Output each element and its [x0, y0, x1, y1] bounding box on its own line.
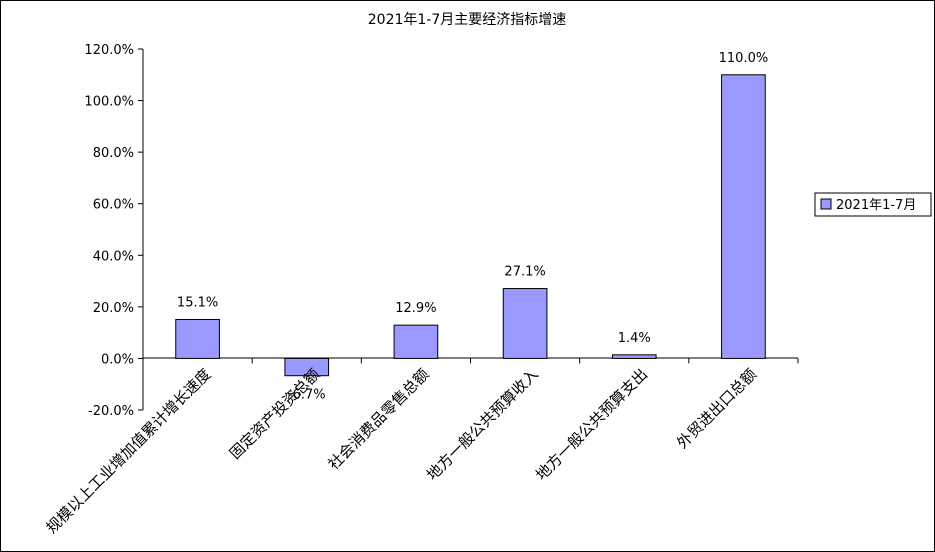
data-labels: 15.1% -6.7% 12.9% 27.1% 1.4% 110.0% — [177, 51, 768, 403]
bar — [611, 354, 657, 359]
x-tick-labels: 规模以上工业增加值累计增长速度 固定资产投资总额 社会消费品零售总额地方一般公共预算… — [43, 365, 761, 537]
data-label: 15.1% — [177, 295, 218, 310]
y-tick-label: 20.0% — [93, 301, 134, 316]
x-tick-label: 固定资产投资总额 — [226, 365, 324, 463]
y-tick-label: 60.0% — [93, 198, 134, 213]
bar — [175, 318, 220, 359]
x-tick-label: 外贸进出口总额 — [673, 365, 760, 452]
x-tick-label: 地方一般公共预算收入 — [423, 365, 542, 484]
bar — [721, 74, 766, 359]
legend-box — [814, 192, 932, 217]
bars — [142, 74, 799, 377]
y-tick-label: 40.0% — [93, 249, 134, 264]
x-tick-label: 规模以上工业增加值累计增长速度 — [43, 365, 215, 537]
y-tick-label: 80.0% — [93, 146, 134, 161]
data-label: 27.1% — [504, 265, 545, 280]
data-label: 110.0% — [719, 51, 769, 66]
legend-label: 2021年1-7月 — [836, 198, 916, 213]
data-label: -6.7% — [288, 387, 326, 402]
y-tick-label: -20.0% — [88, 404, 134, 419]
legend-swatch — [820, 198, 832, 210]
y-tick-label: 100.0% — [84, 95, 134, 110]
bar — [502, 288, 548, 359]
y-ticks: 120.0% 100.0% 80.0% 60.0% 40.0% 20.0% 0.0% -20.… — [84, 43, 143, 419]
y-tick-label: 0.0% — [101, 352, 134, 367]
chart-title: 2021年1-7月主要经济指标增速 — [368, 12, 567, 28]
x-tick-label: 社会消费品零售总额 — [325, 365, 433, 473]
x-tick-label: 地方一般公共预算支出 — [532, 365, 651, 484]
legend: 2021年1-7月 — [814, 192, 932, 217]
y-tick-label: 120.0% — [84, 43, 134, 58]
data-label: 12.9% — [395, 301, 436, 316]
plot-area: 120.0% 100.0% 80.0% 60.0% 40.0% 20.0% 0.0% -20.… — [43, 43, 799, 537]
data-label: 1.4% — [618, 331, 651, 346]
bar — [393, 324, 439, 359]
bar — [284, 357, 330, 377]
